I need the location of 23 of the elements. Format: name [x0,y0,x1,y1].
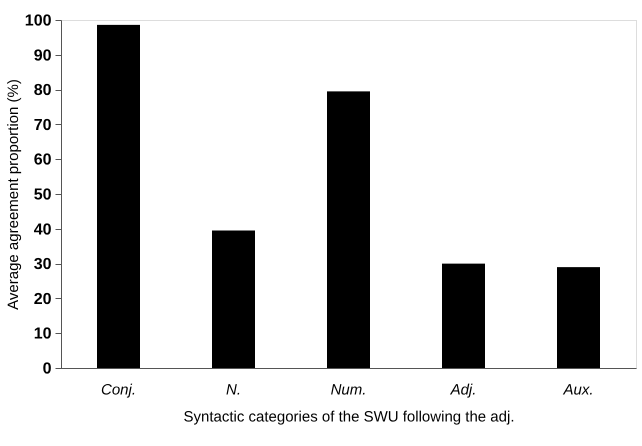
x-tick-label: Adj. [450,382,476,398]
x-tick-label: Aux. [562,382,594,398]
y-tick-label: 100 [24,12,52,30]
y-tick-label: 70 [34,116,52,134]
y-tick-label: 80 [34,82,52,100]
y-tick-label: 30 [34,256,52,274]
x-tick-label: Conj. [100,382,136,398]
y-tick-label: 40 [34,221,52,238]
bar [442,264,485,368]
bar [327,91,370,368]
y-tick-label: 60 [34,152,52,169]
bar [557,267,600,368]
bar [212,230,255,368]
x-axis-title: Syntactic categories of the SWU following the adj. [184,408,514,426]
y-tick-label: 0 [42,360,52,378]
x-tick-label: Num. [330,382,366,398]
x-tick-label: N. [226,382,241,398]
y-axis-title: Average agreement proportion (%) [4,79,22,310]
y-tick-label: 50 [34,186,52,204]
y-tick-label: 10 [34,326,52,343]
bar [97,24,140,368]
y-tick-label: 20 [34,290,52,308]
y-tick-label: 90 [34,47,52,64]
